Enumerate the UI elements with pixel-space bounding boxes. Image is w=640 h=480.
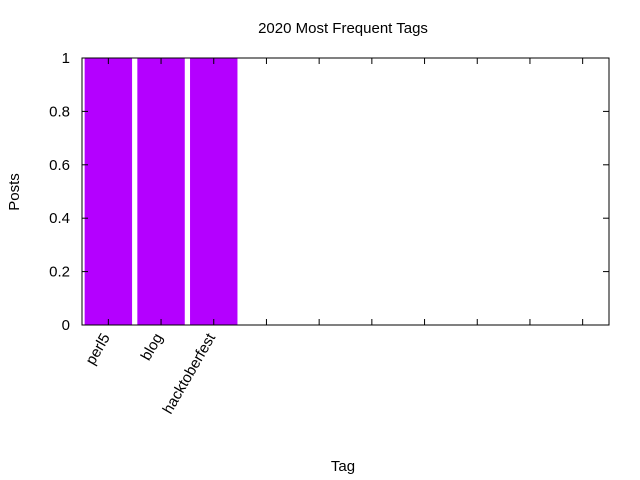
x-category-label: blog [138, 331, 167, 364]
y-axis-label: Posts [6, 173, 23, 211]
bar-2 [190, 58, 238, 325]
y-tick-labels: 0 0.2 0.4 0.6 0.8 1 [49, 50, 70, 334]
x-axis-label: Tag [331, 458, 355, 475]
y-tick-label: 1 [62, 50, 70, 67]
y-tick-label: 0 [62, 317, 70, 334]
y-tick-label: 0.6 [49, 157, 70, 174]
bar-0 [84, 58, 133, 325]
bars-group [84, 58, 238, 325]
x-category-label: hacktoberfest [159, 330, 219, 417]
y-tick-label: 0.8 [49, 103, 70, 120]
plot-frame [81, 57, 610, 326]
y-tick-label: 0.2 [49, 264, 70, 281]
chart-title: 2020 Most Frequent Tags [258, 20, 428, 37]
y-tick-label: 0.4 [49, 210, 70, 227]
x-category-label: perl5 [82, 331, 113, 368]
bar-1 [137, 58, 185, 325]
